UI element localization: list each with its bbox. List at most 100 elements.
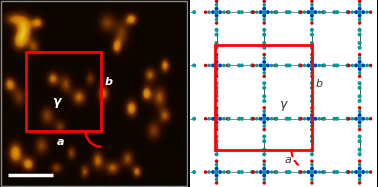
Circle shape [359,72,361,74]
Circle shape [204,118,207,120]
Circle shape [220,64,222,67]
Circle shape [359,114,361,116]
Circle shape [260,11,262,13]
Circle shape [228,11,230,13]
Circle shape [362,11,364,13]
Circle shape [311,87,313,89]
Circle shape [315,118,317,120]
Circle shape [204,171,207,173]
Circle shape [240,11,243,13]
Circle shape [300,171,302,173]
Circle shape [359,4,361,6]
Circle shape [359,60,361,63]
Circle shape [355,171,358,173]
Circle shape [215,33,218,36]
Circle shape [215,57,218,59]
Circle shape [310,171,313,174]
Circle shape [351,11,353,13]
Circle shape [311,68,313,70]
Circle shape [318,171,321,173]
Circle shape [223,171,225,173]
Circle shape [358,64,361,67]
Circle shape [323,171,325,173]
Circle shape [256,64,258,67]
Circle shape [193,117,195,120]
Circle shape [263,46,266,49]
Circle shape [215,19,218,21]
Circle shape [311,53,313,56]
Circle shape [212,171,214,173]
Circle shape [223,64,225,67]
Circle shape [311,182,313,184]
Circle shape [359,107,361,109]
Circle shape [358,11,361,14]
Circle shape [263,174,265,177]
Bar [26,52,101,131]
Circle shape [314,11,316,13]
Circle shape [263,22,265,24]
Circle shape [300,64,302,67]
Text: a: a [56,137,64,147]
Circle shape [288,171,291,173]
Circle shape [288,64,291,67]
Circle shape [310,117,313,120]
Circle shape [263,57,265,59]
Circle shape [251,117,253,120]
Circle shape [336,171,338,173]
Circle shape [215,110,218,112]
Circle shape [359,129,361,131]
Circle shape [263,60,265,63]
Circle shape [215,148,218,151]
Circle shape [263,107,265,109]
Circle shape [263,114,265,116]
Circle shape [215,135,218,138]
Circle shape [215,153,218,156]
Circle shape [240,117,243,120]
Circle shape [333,117,336,120]
Circle shape [267,171,269,173]
Circle shape [310,11,313,14]
Circle shape [223,118,225,120]
Circle shape [212,64,214,67]
Circle shape [358,95,361,98]
Circle shape [252,64,254,67]
Circle shape [307,11,309,13]
Circle shape [307,64,310,67]
Circle shape [215,171,218,174]
Circle shape [336,64,338,67]
Circle shape [215,87,218,89]
Circle shape [263,61,265,63]
Circle shape [208,171,210,173]
Circle shape [267,64,269,67]
Circle shape [263,125,265,127]
Circle shape [359,19,361,21]
Circle shape [311,168,313,170]
Circle shape [311,114,313,116]
Bar [215,45,312,150]
Circle shape [263,7,265,9]
Circle shape [215,72,218,74]
Circle shape [299,117,301,120]
Circle shape [215,8,218,10]
Circle shape [263,64,266,67]
Circle shape [256,11,258,13]
Circle shape [307,11,310,13]
Circle shape [369,118,372,120]
Circle shape [311,0,313,2]
Circle shape [333,171,336,173]
Circle shape [256,171,258,173]
Circle shape [346,64,349,67]
Circle shape [358,82,361,85]
Circle shape [238,64,240,67]
Circle shape [358,121,361,123]
Circle shape [300,11,302,13]
Circle shape [311,46,313,49]
Circle shape [263,53,265,56]
Circle shape [215,168,218,170]
Circle shape [358,87,361,89]
Circle shape [363,171,365,173]
Circle shape [346,171,349,173]
Circle shape [220,171,222,173]
Circle shape [288,117,291,120]
Circle shape [220,11,222,13]
